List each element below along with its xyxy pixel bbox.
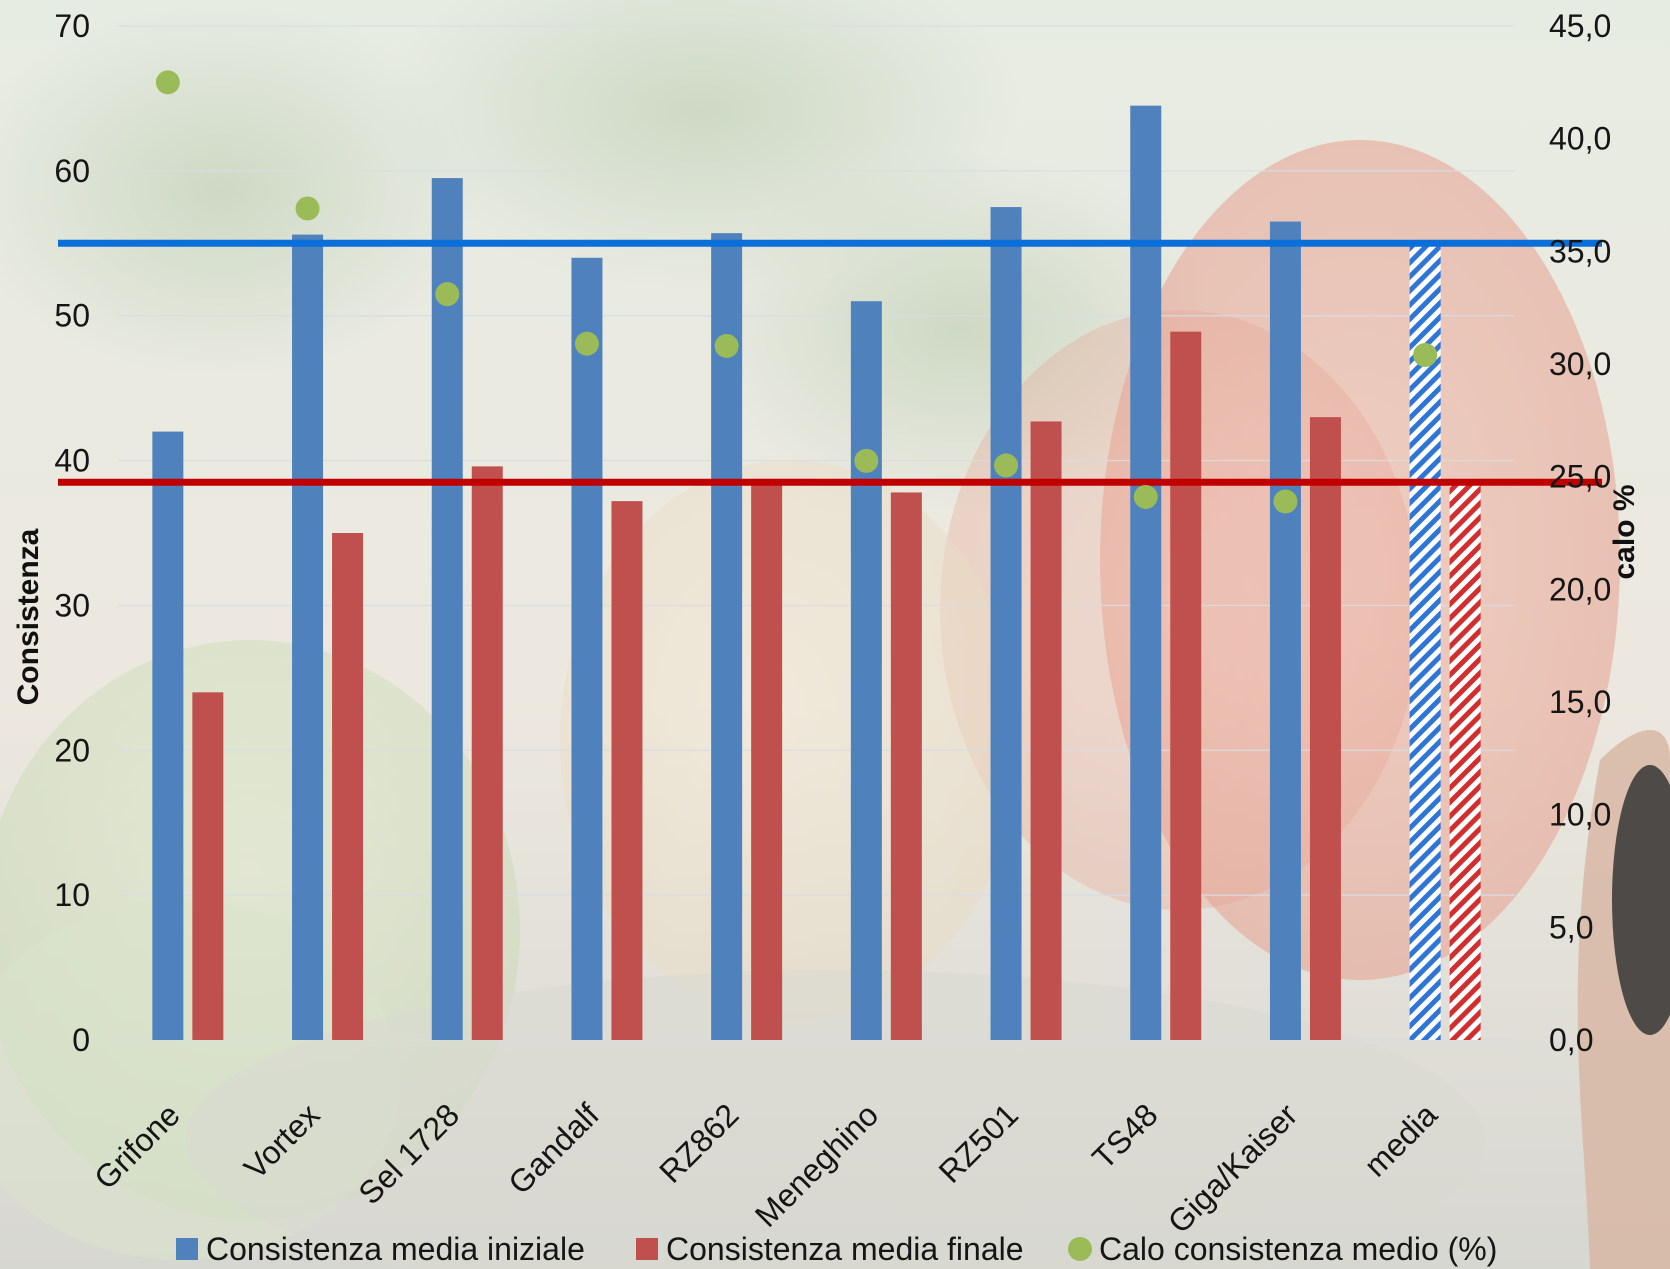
scatter-point: [1273, 489, 1298, 514]
bars: [152, 105, 1481, 1041]
y-tick-label-right: 45,0: [1549, 8, 1611, 44]
bar-finale: [471, 466, 503, 1040]
reference-lines: [58, 239, 1602, 486]
scatter-point: [994, 453, 1019, 478]
y-tick-label-right: 35,0: [1549, 233, 1611, 269]
bar-finale: [332, 533, 364, 1040]
bar-finale: [751, 482, 783, 1040]
bar-finale: [192, 692, 224, 1040]
x-tick-label: Giga/Kaiser: [1161, 1096, 1305, 1240]
y-tick-label-right: 15,0: [1549, 684, 1611, 720]
y-tick-label-left: 60: [54, 153, 90, 189]
y-tick-label-left: 10: [54, 877, 90, 913]
scatter-point: [1133, 484, 1158, 509]
scatter-points: [155, 70, 1438, 514]
x-tick-label: TS48: [1085, 1096, 1165, 1176]
x-tick-label: RZ862: [652, 1096, 745, 1189]
bar-iniziale: [850, 301, 882, 1040]
bar-finale: [890, 492, 922, 1040]
legend-final-label: Consistenza media finale: [666, 1231, 1024, 1267]
bar-finale: [1309, 417, 1341, 1041]
y-tick-label-right: 0,0: [1549, 1022, 1593, 1058]
scatter-point: [295, 196, 320, 221]
y-tick-label-right: 30,0: [1549, 346, 1611, 382]
bar-iniziale: [571, 257, 603, 1040]
y-axis-title-right: calo %: [1608, 484, 1641, 579]
y-tick-label-left: 30: [54, 587, 90, 623]
y-tick-label-left: 50: [54, 298, 90, 334]
x-tick-label: media: [1357, 1096, 1444, 1183]
x-tick-label: RZ501: [932, 1096, 1025, 1189]
bar-iniziale: [152, 431, 184, 1041]
bar-iniziale: [1269, 221, 1301, 1041]
legend-drop-label: Calo consistenza medio (%): [1099, 1231, 1497, 1267]
chart-legend: Consistenza media iniziale Consistenza me…: [176, 1231, 1497, 1267]
y-tick-label-left: 0: [72, 1022, 90, 1058]
bar-finale: [611, 501, 643, 1040]
y-tick-label-left: 70: [54, 8, 90, 44]
bar-finale: [1170, 331, 1202, 1040]
y-tick-label-right: 10,0: [1549, 797, 1611, 833]
x-tick-label: Meneghino: [748, 1096, 885, 1233]
y-axis-title-left: Consistenza: [12, 528, 45, 705]
bar-media-finale: [1449, 482, 1481, 1040]
y-tick-label-right: 25,0: [1549, 459, 1611, 495]
y-axis-left: 0 10 20 30 40 50 60 70: [54, 8, 90, 1058]
y-tick-label-right: 40,0: [1549, 121, 1611, 157]
x-tick-label: Vortex: [237, 1096, 327, 1186]
scatter-point: [155, 70, 180, 95]
scatter-point: [574, 331, 599, 356]
y-axis-right: 0,0 5,0 10,0 15,0 20,0 25,0 30,0 35,0 40,0 45,0: [1549, 8, 1611, 1058]
x-tick-label: Grifone: [87, 1096, 187, 1196]
x-axis: Grifone Vortex Sel 1728 Gandalf RZ862 Meneghi…: [87, 1096, 1444, 1240]
scatter-point: [854, 448, 879, 473]
legend-drop-marker: [1068, 1237, 1092, 1261]
y-tick-label-left: 20: [54, 732, 90, 768]
y-tick-label-right: 5,0: [1549, 909, 1593, 945]
bar-iniziale: [431, 178, 463, 1041]
bar-iniziale: [292, 234, 324, 1040]
x-tick-label: Gandalf: [501, 1096, 606, 1201]
x-tick-label: Sel 1728: [351, 1096, 466, 1211]
scatter-point: [714, 333, 739, 358]
bar-iniziale: [990, 207, 1022, 1041]
bar-iniziale: [711, 233, 743, 1040]
bar-iniziale: [1130, 105, 1162, 1040]
bar-media-iniziale: [1409, 243, 1441, 1041]
y-tick-label-right: 20,0: [1549, 571, 1611, 607]
legend-initial-swatch: [176, 1238, 198, 1260]
y-tick-label-left: 40: [54, 443, 90, 479]
scatter-point: [1413, 342, 1438, 367]
bar-finale: [1030, 421, 1062, 1041]
gridlines: [118, 25, 1515, 1041]
legend-final-swatch: [636, 1238, 658, 1260]
legend-initial-label: Consistenza media iniziale: [206, 1231, 585, 1267]
scatter-point: [435, 282, 460, 307]
